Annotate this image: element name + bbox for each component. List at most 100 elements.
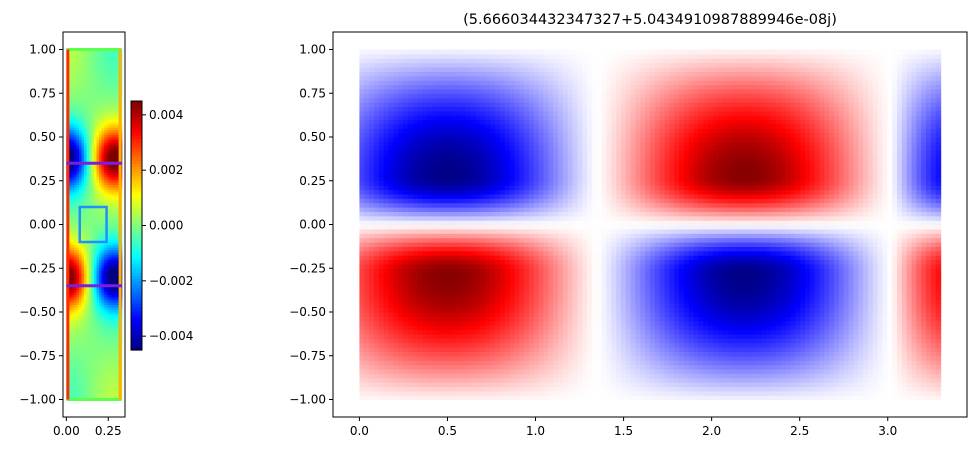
field-cell [804,377,811,383]
field-cell [577,364,583,370]
field-cell [114,72,118,76]
field-cell [99,77,103,81]
field-cell [703,373,709,379]
field-cell [81,87,85,91]
field-cell [81,137,85,141]
field-cell [91,364,95,368]
field-cell [71,212,75,216]
field-cell [94,92,98,96]
field-cell [804,333,811,339]
field-cell [775,395,782,401]
field-cell [83,199,88,203]
field-cell [91,202,95,206]
field-cell [99,367,103,371]
field-cell [703,368,709,374]
field-cell [640,395,646,401]
field-cell [68,87,72,91]
field-cell [101,127,105,131]
field-cell [81,382,85,386]
field-cell [91,244,95,248]
field-cell [935,395,942,401]
field-cell [81,274,85,278]
field-cell [109,349,113,353]
colorbar-cell [131,346,142,351]
field-cell [625,382,632,387]
field-cell [86,312,90,316]
field-cell [111,297,115,301]
field-cell [68,109,72,113]
field-cell [775,351,782,357]
field-cell [829,390,835,396]
field-cell [94,217,98,221]
field-cell [698,355,704,361]
field-cell [104,354,108,358]
field-cell [94,339,98,343]
field-cell [78,327,83,331]
field-cell [83,242,88,246]
field-cell [76,54,80,58]
field-cell [94,54,98,58]
field-cell [96,374,100,378]
field-cell [71,62,75,66]
field-cell [106,364,110,368]
field-cell [99,219,103,223]
field-cell [99,89,103,93]
field-cell [398,360,404,366]
field-cell [101,354,105,358]
field-cell [96,89,100,93]
field-cell [86,62,90,66]
field-cell [81,324,85,328]
field-cell [76,224,80,228]
field-cell [104,157,108,161]
field-cell [804,338,811,344]
field-cell [81,347,85,351]
field-cell [81,234,85,238]
field-cell [601,368,608,374]
field-cell [114,112,118,116]
field-cell [101,314,105,318]
field-cell [101,369,105,373]
field-cell [78,77,83,81]
field-cell [101,269,105,273]
field-cell [591,360,598,366]
field-cell [373,395,380,401]
field-cell [533,390,540,396]
field-cell [582,390,588,396]
field-cell [872,368,879,374]
field-cell [761,390,767,396]
field-cell [81,334,85,338]
field-cell [94,227,98,231]
field-cell [83,62,88,66]
field-cell [465,355,472,361]
field-cell [116,157,120,161]
field-cell [892,338,898,344]
field-cell [824,347,830,352]
field-cell [104,172,108,176]
field-cell [94,194,98,198]
field-cell [83,324,88,328]
field-cell [68,217,72,221]
field-cell [926,377,932,383]
field-cell [843,377,850,383]
field-cell [68,359,72,363]
field-cell [111,267,115,271]
field-cell [751,333,758,339]
field-cell [81,339,85,343]
field-cell [111,122,115,126]
field-cell [867,342,874,348]
field-cell [562,342,569,348]
field-cell [528,386,535,392]
field-cell [732,333,738,339]
field-cell [101,82,105,86]
field-cell [91,282,95,286]
field-cell [359,364,365,370]
field-cell [88,252,93,256]
field-cell [926,386,932,392]
field-cell [88,212,93,216]
field-cell [81,242,85,246]
field-cell [109,142,113,146]
field-cell [91,54,95,58]
field-cell [86,64,90,68]
